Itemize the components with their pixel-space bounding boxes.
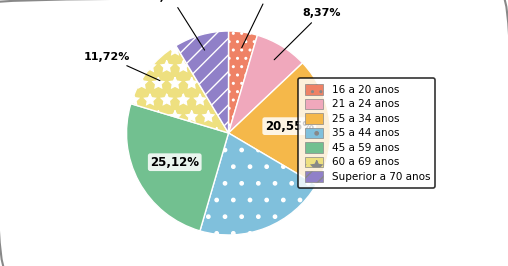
Legend: 16 a 20 anos, 21 a 24 anos, 25 a 34 anos, 35 a 44 anos, 45 a 59 anos, 60 a 69 an: 16 a 20 anos, 21 a 24 anos, 25 a 34 anos… bbox=[298, 78, 435, 188]
Wedge shape bbox=[200, 133, 316, 235]
Wedge shape bbox=[131, 46, 229, 133]
Wedge shape bbox=[176, 31, 229, 133]
Text: 4,57%: 4,57% bbox=[242, 0, 287, 48]
Wedge shape bbox=[229, 35, 303, 133]
Text: 8,64%: 8,64% bbox=[152, 0, 205, 50]
Wedge shape bbox=[229, 63, 331, 185]
Text: 8,37%: 8,37% bbox=[274, 8, 340, 60]
Text: 11,72%: 11,72% bbox=[84, 52, 160, 81]
Text: 25,12%: 25,12% bbox=[150, 156, 199, 169]
Wedge shape bbox=[126, 104, 229, 231]
Text: 20,55%: 20,55% bbox=[265, 120, 314, 133]
Wedge shape bbox=[229, 31, 258, 133]
